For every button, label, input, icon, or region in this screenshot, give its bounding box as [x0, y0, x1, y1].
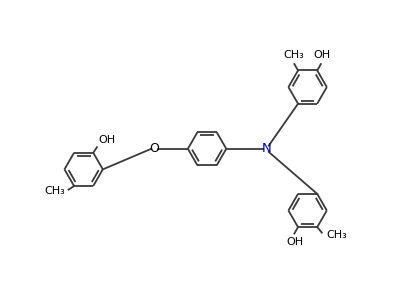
- Text: OH: OH: [314, 50, 331, 60]
- Text: O: O: [149, 142, 160, 155]
- Text: CH₃: CH₃: [283, 50, 304, 60]
- Text: CH₃: CH₃: [44, 186, 65, 197]
- Text: OH: OH: [99, 134, 116, 144]
- Text: OH: OH: [287, 237, 304, 247]
- Text: CH₃: CH₃: [326, 230, 347, 240]
- Text: N: N: [262, 142, 271, 155]
